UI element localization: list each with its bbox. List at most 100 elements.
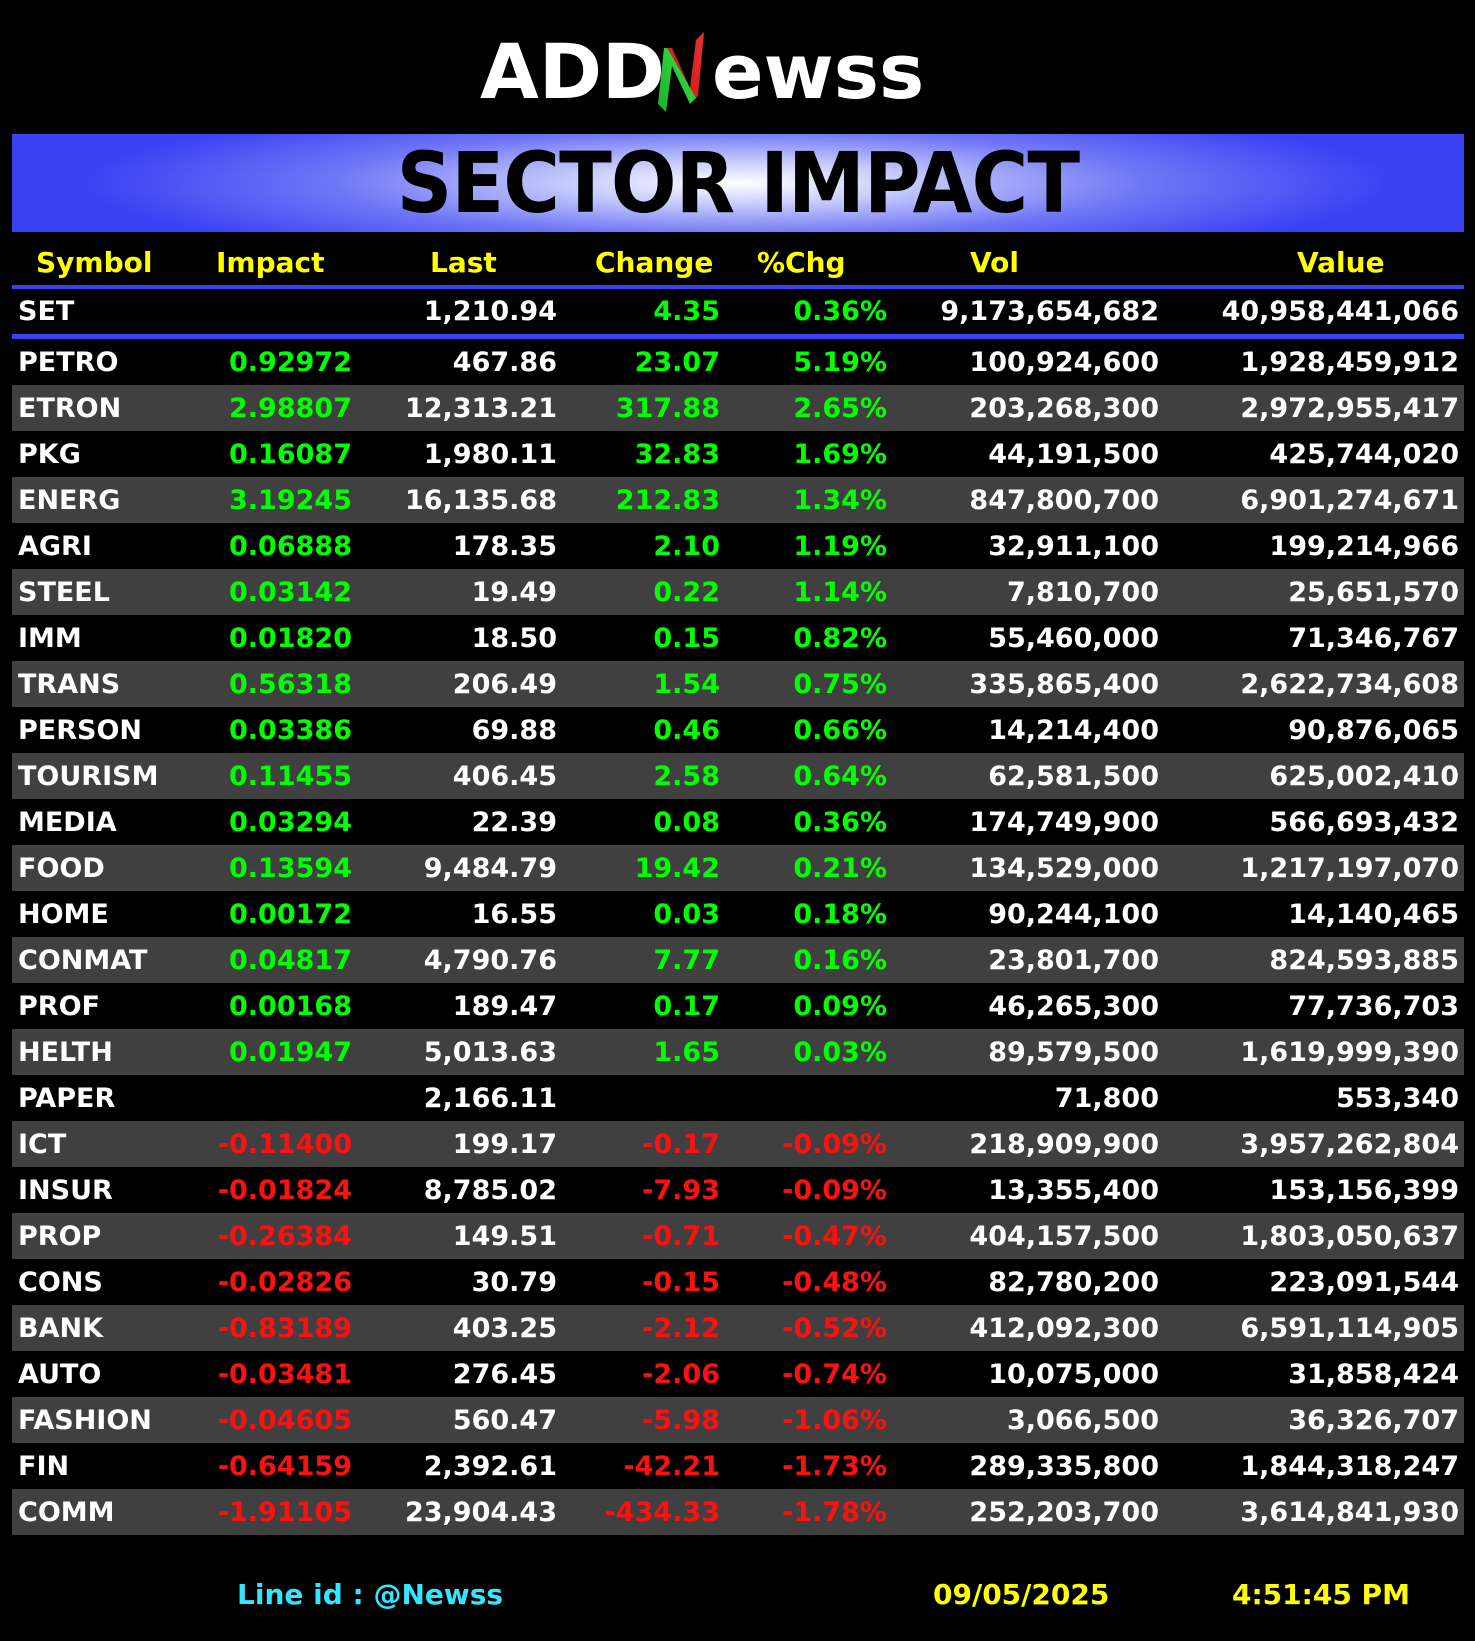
cell-value: 1,844,318,247 [1240, 1450, 1459, 1482]
cell-volume: 134,529,000 [969, 852, 1159, 884]
sector-rows: PETRO 0.92972 467.86 23.07 5.19% 100,924,600 1… [12, 339, 1464, 1535]
cell-impact: 0.03142 [229, 576, 352, 608]
cell-symbol: STEEL [18, 576, 110, 608]
cell-change: -7.93 [642, 1174, 720, 1206]
cell-volume: 412,092,300 [969, 1312, 1159, 1344]
cell-value: 90,876,065 [1288, 714, 1459, 746]
cell-symbol: IMM [18, 622, 82, 654]
header-change: Change [595, 246, 714, 279]
cell-symbol: COMM [18, 1496, 115, 1528]
cell-last: 2,392.61 [423, 1450, 557, 1482]
cell-volume: 174,749,900 [969, 806, 1159, 838]
addnewss-logo: ADD ewss [0, 22, 1475, 122]
cell-symbol: PKG [18, 438, 81, 470]
header-last: Last [430, 246, 497, 279]
cell-impact: -0.26384 [217, 1220, 352, 1252]
cell-pct-change: 0.75% [793, 668, 887, 700]
cell-value: 553,340 [1336, 1082, 1459, 1114]
cell-volume: 3,066,500 [1006, 1404, 1159, 1436]
cell-value: 625,002,410 [1269, 760, 1459, 792]
cell-value: 425,744,020 [1269, 438, 1459, 470]
cell-volume: 23,801,700 [988, 944, 1159, 976]
cell-symbol: INSUR [18, 1174, 113, 1206]
cell-change: 212.83 [615, 484, 720, 516]
set-volume: 9,173,654,682 [940, 296, 1159, 327]
cell-impact: -0.64159 [217, 1450, 352, 1482]
cell-change: 0.08 [653, 806, 720, 838]
cell-last: 69.88 [471, 714, 557, 746]
cell-volume: 90,244,100 [988, 898, 1159, 930]
cell-last: 12,313.21 [404, 392, 557, 424]
cell-last: 406.45 [452, 760, 557, 792]
cell-impact: -0.04605 [217, 1404, 352, 1436]
table-row: MEDIA 0.03294 22.39 0.08 0.36% 174,749,900 566… [12, 799, 1464, 845]
cell-impact: -1.91105 [217, 1496, 352, 1528]
cell-pct-change: 0.36% [793, 806, 887, 838]
set-last: 1,210.94 [423, 296, 557, 327]
cell-impact: 0.92972 [229, 346, 352, 378]
cell-value: 1,217,197,070 [1240, 852, 1459, 884]
cell-last: 1,980.11 [423, 438, 557, 470]
set-pct-change: 0.36% [793, 296, 887, 327]
cell-change: 23.07 [634, 346, 720, 378]
cell-change: -434.33 [604, 1496, 720, 1528]
table-row: PAPER 2,166.11 71,800 553,340 [12, 1075, 1464, 1121]
cell-symbol: FOOD [18, 852, 105, 884]
cell-value: 71,346,767 [1288, 622, 1459, 654]
sector-impact-banner: SECTOR IMPACT [12, 134, 1464, 232]
cell-volume: 335,865,400 [969, 668, 1159, 700]
cell-last: 206.49 [452, 668, 557, 700]
cell-value: 3,957,262,804 [1240, 1128, 1459, 1160]
cell-value: 31,858,424 [1288, 1358, 1459, 1390]
table-row: STEEL 0.03142 19.49 0.22 1.14% 7,810,700 25,65… [12, 569, 1464, 615]
cell-pct-change: -0.48% [782, 1266, 887, 1298]
cell-pct-change: 0.82% [793, 622, 887, 654]
banner-title: SECTOR IMPACT [396, 134, 1080, 232]
cell-symbol: AUTO [18, 1358, 102, 1390]
cell-change: 0.17 [653, 990, 720, 1022]
cell-volume: 100,924,600 [969, 346, 1159, 378]
table-row: ICT -0.11400 199.17 -0.17 -0.09% 218,909,900 3… [12, 1121, 1464, 1167]
cell-symbol: HELTH [18, 1036, 113, 1068]
cell-value: 2,622,734,608 [1240, 668, 1459, 700]
cell-volume: 14,214,400 [988, 714, 1159, 746]
cell-pct-change: 0.09% [793, 990, 887, 1022]
table-row: FASHION -0.04605 560.47 -5.98 -1.06% 3,066,50… [12, 1397, 1464, 1443]
cell-pct-change: 1.14% [793, 576, 887, 608]
table-row: COMM -1.91105 23,904.43 -434.33 -1.78% 252,20… [12, 1489, 1464, 1535]
cell-impact: 0.16087 [229, 438, 352, 470]
cell-last: 23,904.43 [404, 1496, 557, 1528]
cell-volume: 13,355,400 [988, 1174, 1159, 1206]
cell-volume: 89,579,500 [988, 1036, 1159, 1068]
cell-value: 566,693,432 [1269, 806, 1459, 838]
cell-last: 2,166.11 [423, 1082, 557, 1114]
cell-last: 5,013.63 [423, 1036, 557, 1068]
cell-symbol: FIN [18, 1450, 70, 1482]
cell-impact: 2.98807 [229, 392, 352, 424]
cell-pct-change: 0.03% [793, 1036, 887, 1068]
date-text: 09/05/2025 [933, 1578, 1110, 1611]
cell-symbol: PROP [18, 1220, 102, 1252]
cell-value: 2,972,955,417 [1240, 392, 1459, 424]
cell-last: 149.51 [452, 1220, 557, 1252]
table-row: FOOD 0.13594 9,484.79 19.42 0.21% 134,529,000… [12, 845, 1464, 891]
cell-impact: 0.06888 [229, 530, 352, 562]
cell-volume: 62,581,500 [988, 760, 1159, 792]
cell-change: -2.12 [642, 1312, 720, 1344]
cell-volume: 46,265,300 [988, 990, 1159, 1022]
table-row: TRANS 0.56318 206.49 1.54 0.75% 335,865,400 2,… [12, 661, 1464, 707]
cell-change: 32.83 [634, 438, 720, 470]
cell-impact: -0.01824 [217, 1174, 352, 1206]
cell-change: -2.06 [642, 1358, 720, 1390]
table-row: PKG 0.16087 1,980.11 32.83 1.69% 44,191,500 42… [12, 431, 1464, 477]
cell-pct-change: -0.09% [782, 1174, 887, 1206]
cell-pct-change: -1.78% [782, 1496, 887, 1528]
cell-pct-change: 0.18% [793, 898, 887, 930]
cell-last: 16,135.68 [404, 484, 557, 516]
table-row: AGRI 0.06888 178.35 2.10 1.19% 32,911,100 199,… [12, 523, 1464, 569]
table-row: CONS -0.02826 30.79 -0.15 -0.48% 82,780,200 22… [12, 1259, 1464, 1305]
cell-pct-change: 0.66% [793, 714, 887, 746]
cell-symbol: ETRON [18, 392, 122, 424]
table-row: HOME 0.00172 16.55 0.03 0.18% 90,244,100 14,14… [12, 891, 1464, 937]
cell-volume: 218,909,900 [969, 1128, 1159, 1160]
